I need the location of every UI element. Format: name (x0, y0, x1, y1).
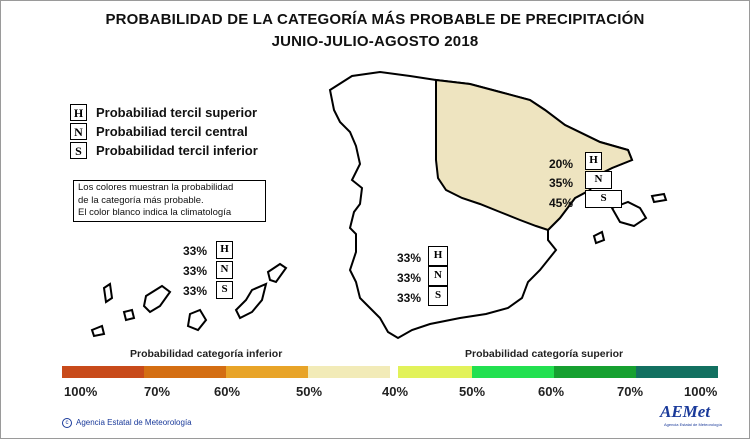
legend-h-label: Probabiliad tercil superior (96, 105, 258, 120)
fuerteventura (234, 282, 268, 320)
la-palma (102, 282, 114, 304)
tenerife (142, 284, 172, 314)
scale-upper-seg-1 (398, 366, 472, 378)
scale-upper-seg-3 (554, 366, 636, 378)
la-gomera (122, 308, 136, 322)
scale-upper-title: Probabilidad categoría superior (465, 348, 624, 360)
note-line-1: Los colores muestran la probabilidad (78, 182, 234, 193)
el-hierro (90, 324, 106, 338)
color-note: Los colores muestran la probabilidad de … (73, 180, 266, 222)
aemet-logo: AEMet (660, 402, 711, 421)
scale-label-100-upper: 100% (684, 384, 718, 399)
scale-label-70-upper: 70% (617, 384, 644, 399)
canarias-n-box: N (216, 261, 233, 279)
northeast-n-pct: 35% (549, 176, 574, 190)
note-line-2: de la categoría más probable. (78, 194, 204, 206)
copyright-icon: c (62, 418, 72, 428)
scale-label-50-lower: 50% (296, 384, 323, 399)
footer-agency-text: Agencia Estatal de Meteorología (76, 418, 192, 428)
peninsula-n-box: N (428, 266, 448, 286)
menorca (650, 192, 668, 204)
aemet-logo-subtitle: Agencia Estatal de Meteorología (664, 422, 722, 427)
scale-lower-seg-1 (62, 366, 144, 378)
legend-h-box: H (70, 104, 87, 121)
peninsula-h-box: H (428, 246, 448, 266)
gran-canaria (186, 308, 208, 332)
northeast-n-box: N (585, 171, 612, 189)
canarias-h-box: H (216, 241, 233, 259)
mallorca (610, 200, 648, 228)
scale-label-100-lower: 100% (64, 384, 98, 399)
peninsula-n-pct: 33% (397, 271, 422, 285)
canarias-s-pct: 33% (183, 284, 208, 298)
scale-label-70-lower: 70% (144, 384, 171, 399)
note-line-3: El color blanco indica la climatología (78, 207, 232, 218)
northeast-h-pct: 20% (549, 157, 574, 171)
legend-n-box: N (70, 123, 87, 140)
scale-upper-seg-2 (472, 366, 554, 378)
peninsula-h-pct: 33% (397, 251, 422, 265)
ibiza (592, 230, 606, 245)
northeast-s-box: S (585, 190, 622, 208)
scale-lower-seg-3 (226, 366, 308, 378)
northeast-region (435, 78, 634, 232)
northeast-s-pct: 45% (549, 196, 574, 210)
legend-s-box: S (70, 142, 87, 159)
peninsula-s-pct: 33% (397, 291, 422, 305)
canarias-n-pct: 33% (183, 264, 208, 278)
legend-n-label: Probabiliad tercil central (96, 124, 248, 139)
footer-agency: c Agencia Estatal de Meteorología (62, 418, 192, 428)
scale-label-40: 40% (382, 384, 409, 399)
canarias-s-box: S (216, 281, 233, 299)
scale-lower-seg-4 (308, 366, 390, 378)
scale-lower-title: Probabilidad categoría inferior (130, 348, 283, 360)
map-title: PROBABILIDAD DE LA CATEGORÍA MÁS PROBABL… (105, 11, 645, 28)
scale-label-50-upper: 50% (459, 384, 486, 399)
lanzarote (266, 262, 288, 284)
scale-lower-seg-2 (144, 366, 226, 378)
scale-upper-seg-4 (636, 366, 718, 378)
legend-s-label: Probabilidad tercil inferior (96, 143, 258, 158)
map-subtitle: JUNIO-JULIO-AGOSTO 2018 (271, 33, 479, 50)
scale-label-60-lower: 60% (214, 384, 241, 399)
peninsula-s-box: S (428, 286, 448, 306)
scale-label-60-upper: 60% (538, 384, 565, 399)
canarias-h-pct: 33% (183, 244, 208, 258)
northeast-h-box: H (585, 152, 602, 170)
